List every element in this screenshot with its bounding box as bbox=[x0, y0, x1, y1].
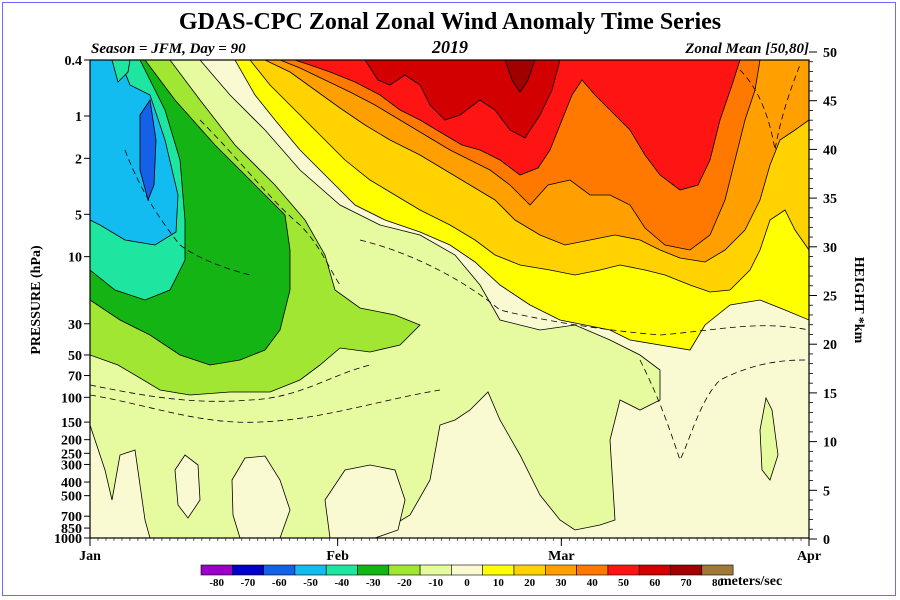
height-tick-label: 0 bbox=[823, 533, 830, 548]
pressure-tick-label: 1000 bbox=[54, 532, 82, 547]
pressure-tick-label: 400 bbox=[61, 476, 82, 491]
height-tick-label: 10 bbox=[823, 436, 837, 451]
band-0-10-island bbox=[174, 454, 201, 519]
pressure-tick-label: 850 bbox=[61, 522, 82, 537]
legend-level-label: -10 bbox=[428, 577, 443, 589]
legend-level-label: -60 bbox=[272, 577, 287, 589]
time-axis: Jan Feb Mar Apr bbox=[79, 538, 821, 564]
legend-swatch bbox=[325, 564, 358, 576]
dashed-contours bbox=[90, 64, 809, 462]
pressure-tick-label: 200 bbox=[61, 434, 82, 449]
band-neg10-0-island bbox=[759, 396, 779, 481]
legend-level-label: 0 bbox=[464, 577, 470, 589]
pressure-tick-label: 30 bbox=[68, 318, 82, 333]
pressure-tick-label: 50 bbox=[68, 349, 82, 364]
legend-level-label: 70 bbox=[681, 577, 693, 589]
plot-area bbox=[89, 59, 810, 539]
pressure-tick-label: 150 bbox=[61, 416, 82, 431]
pressure-tick-label: 0.4 bbox=[65, 54, 83, 69]
chart-title: GDAS-CPC Zonal Zonal Wind Anomaly Time S… bbox=[179, 9, 721, 35]
legend-swatch bbox=[482, 564, 515, 576]
band-neg60-neg50 bbox=[139, 98, 157, 202]
legend-units: meters/sec bbox=[720, 574, 782, 589]
legend-level-label: 10 bbox=[493, 577, 505, 589]
legend-swatch bbox=[232, 564, 264, 576]
pressure-tick-label: 5 bbox=[75, 208, 82, 223]
legend-level-label: -80 bbox=[209, 577, 224, 589]
legend-swatch bbox=[357, 564, 390, 576]
y-axis-label: PRESSURE (hPa) bbox=[29, 245, 44, 355]
height-tick-label: 35 bbox=[823, 192, 837, 207]
region-label: Zonal Mean [50,80] bbox=[684, 41, 809, 57]
band-neg50-neg40-top bbox=[111, 60, 131, 83]
legend-level-label: -50 bbox=[303, 577, 318, 589]
legend-level-label: -70 bbox=[241, 577, 256, 589]
pressure-tick-label: 700 bbox=[61, 510, 82, 525]
time-tick-label: Mar bbox=[548, 549, 574, 564]
legend-level-label: 50 bbox=[618, 577, 630, 589]
legend-level-label: 30 bbox=[555, 577, 567, 589]
height-tick-label: 30 bbox=[823, 241, 837, 256]
legend-swatch bbox=[294, 564, 327, 576]
height-tick-label: 40 bbox=[823, 143, 837, 158]
band-0-10-island bbox=[231, 455, 291, 538]
height-tick-label: 5 bbox=[823, 484, 830, 499]
legend-level-label: 20 bbox=[524, 577, 536, 589]
band-60-70 bbox=[364, 60, 561, 139]
y2-axis-label: HEIGHT *km bbox=[851, 257, 866, 344]
height-tick-label: 50 bbox=[823, 46, 837, 61]
pressure-tick-label: 2 bbox=[75, 152, 82, 167]
height-tick-label: 45 bbox=[823, 95, 837, 110]
legend-swatch bbox=[701, 564, 734, 576]
color-legend: -80 -70 -60 -50 -40 -30 -20 -10 0 10 20 30 40 50 60 70 8… bbox=[200, 564, 734, 589]
legend-swatch bbox=[607, 564, 640, 576]
height-tick-label: 25 bbox=[823, 290, 837, 305]
legend-level-label: -30 bbox=[366, 577, 381, 589]
legend-swatch bbox=[544, 564, 577, 576]
legend-swatch bbox=[263, 564, 296, 576]
legend-swatch bbox=[200, 564, 233, 576]
year-label: 2019 bbox=[431, 37, 468, 57]
legend-swatch bbox=[388, 564, 421, 576]
pressure-tick-label: 70 bbox=[68, 370, 82, 385]
band-0-10-island bbox=[90, 424, 151, 538]
band-neg50-neg40 bbox=[90, 60, 179, 246]
legend-level-label: -40 bbox=[335, 577, 350, 589]
time-tick-label: Feb bbox=[326, 549, 349, 564]
legend-swatch bbox=[513, 564, 546, 576]
legend-level-label: 40 bbox=[587, 577, 599, 589]
pressure-tick-label: 1 bbox=[75, 110, 82, 125]
pressure-tick-label: 500 bbox=[61, 490, 82, 505]
legend-level-label: 80 bbox=[712, 577, 724, 589]
band-0-10-island bbox=[324, 464, 406, 538]
time-tick-label: Apr bbox=[797, 549, 821, 564]
legend-level-label: 60 bbox=[649, 577, 661, 589]
legend-swatch bbox=[451, 564, 483, 576]
pressure-tick-label: 100 bbox=[61, 391, 82, 406]
legend-swatch bbox=[670, 564, 703, 576]
legend-swatch bbox=[419, 564, 452, 576]
height-tick-label: 20 bbox=[823, 338, 837, 353]
height-tick-label: 15 bbox=[823, 387, 837, 402]
pressure-tick-label: 300 bbox=[61, 458, 82, 473]
legend-swatch bbox=[576, 564, 609, 576]
season-label: Season = JFM, Day = 90 bbox=[91, 41, 246, 57]
pressure-tick-label: 250 bbox=[61, 447, 82, 462]
pressure-tick-label: 10 bbox=[68, 251, 82, 266]
time-tick-label: Jan bbox=[79, 549, 101, 564]
legend-level-label: -20 bbox=[397, 577, 412, 589]
legend-swatch bbox=[638, 564, 671, 576]
band-70-80 bbox=[504, 60, 536, 93]
